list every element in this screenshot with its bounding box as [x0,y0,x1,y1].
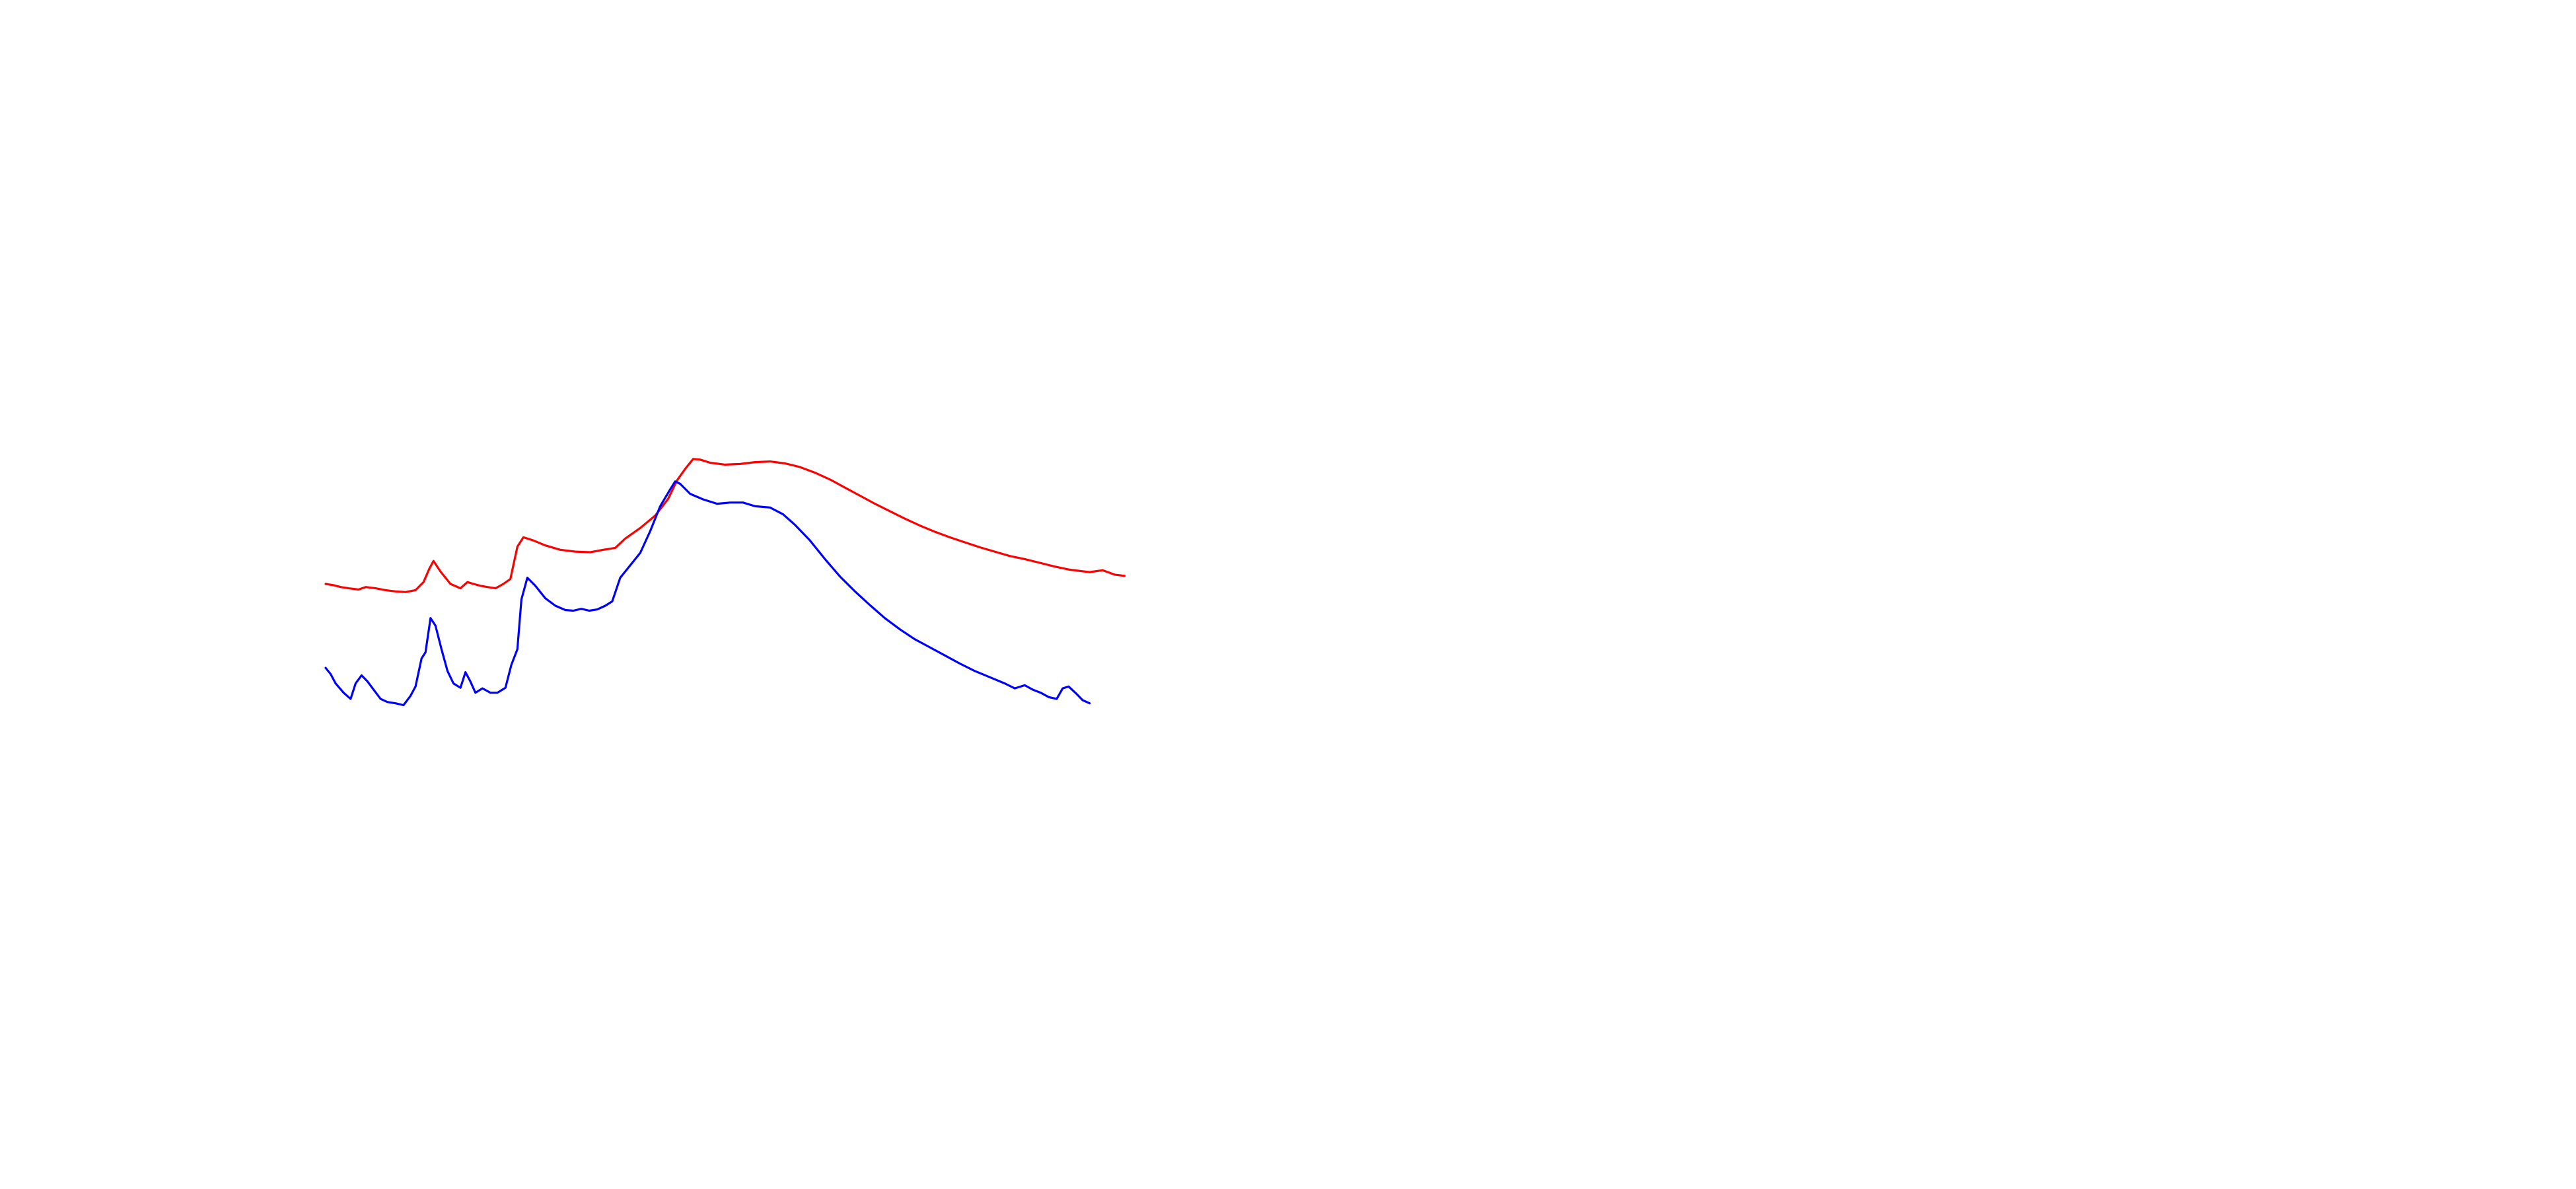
series-layer [324,458,1126,707]
series-line-lower [324,480,1091,707]
series-line-upper [324,458,1126,593]
